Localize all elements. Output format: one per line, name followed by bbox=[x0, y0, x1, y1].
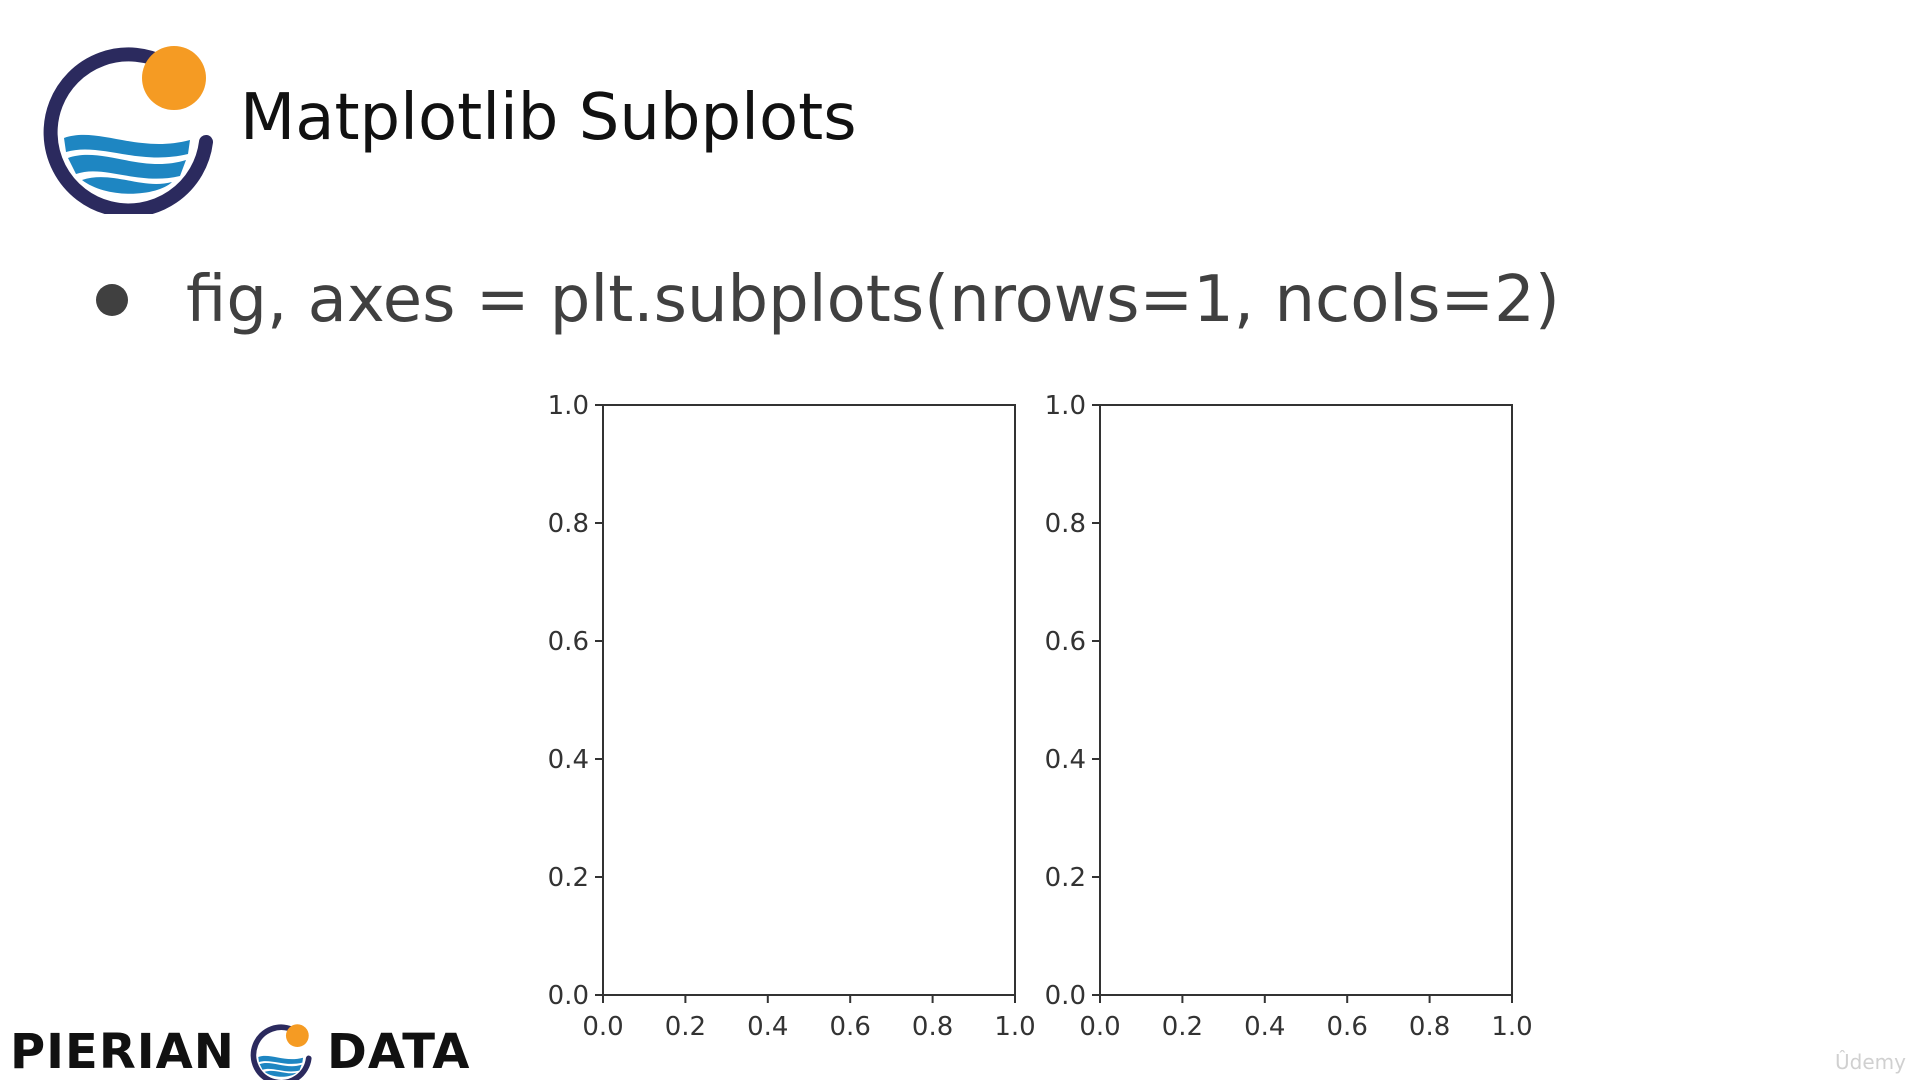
slide-title: Matplotlib Subplots bbox=[240, 81, 857, 155]
brand-word-data: DATA bbox=[326, 1024, 471, 1080]
subplot-1: 0.0 0.2 0.4 0.6 0.8 1.0 0.0 0.2 0.4 0.6 0.8 1.0 bbox=[548, 391, 1036, 1040]
x-tick-label: 0.8 bbox=[1409, 1012, 1450, 1040]
y-tick-label: 0.8 bbox=[548, 509, 589, 539]
x-tick-label: 0.0 bbox=[1079, 1012, 1120, 1040]
x-tick-label: 1.0 bbox=[1491, 1012, 1532, 1040]
y-tick-label: 0.2 bbox=[1045, 863, 1086, 893]
bullet-code-text: fig, axes = plt.subplots(nrows=1, ncols=… bbox=[186, 263, 1560, 337]
y-tick-label: 1.0 bbox=[548, 391, 589, 421]
y-tick-label: 0.4 bbox=[548, 745, 589, 775]
y-tick-label: 0.6 bbox=[1045, 627, 1086, 657]
y-tick-label: 0.0 bbox=[548, 981, 589, 1011]
brand-logo-icon bbox=[250, 1024, 312, 1080]
x-tick-label: 0.2 bbox=[665, 1012, 706, 1040]
y-tick-label: 0.4 bbox=[1045, 745, 1086, 775]
x-tick-label: 0.6 bbox=[830, 1012, 871, 1040]
bullet-item: fig, axes = plt.subplots(nrows=1, ncols=… bbox=[96, 268, 1560, 332]
x-tick-label: 0.8 bbox=[912, 1012, 953, 1040]
udemy-watermark: Ûdemy bbox=[1835, 1050, 1906, 1074]
brand-word-pierian: PIERIAN bbox=[10, 1024, 235, 1080]
x-tick-label: 0.6 bbox=[1327, 1012, 1368, 1040]
x-tick-label: 1.0 bbox=[994, 1012, 1035, 1040]
x-tick-label: 0.2 bbox=[1162, 1012, 1203, 1040]
y-tick-label: 1.0 bbox=[1045, 391, 1086, 421]
x-tick-label: 0.4 bbox=[1244, 1012, 1285, 1040]
y-tick-label: 0.2 bbox=[548, 863, 589, 893]
axes-frame bbox=[1099, 404, 1513, 996]
pierian-logo-icon bbox=[43, 46, 213, 214]
y-tick-label: 0.0 bbox=[1045, 981, 1086, 1011]
x-tick-label: 0.4 bbox=[747, 1012, 788, 1040]
x-tick-label: 0.0 bbox=[582, 1012, 623, 1040]
subplots-figure: 0.00.20.40.60.81.00.0 0.2 0.4 0.6 0.8 1.00.00… bbox=[548, 391, 1533, 1040]
bullet-dot bbox=[96, 284, 128, 316]
axes-frame bbox=[602, 404, 1016, 996]
footer-brand: PIERIAN DATA bbox=[10, 1020, 470, 1080]
subplot-2: 0.0 0.2 0.4 0.6 0.8 1.0 0.0 0.2 0.4 0.6 0.8 1.0 bbox=[1045, 391, 1533, 1040]
y-tick-label: 0.8 bbox=[1045, 509, 1086, 539]
y-tick-label: 0.6 bbox=[548, 627, 589, 657]
